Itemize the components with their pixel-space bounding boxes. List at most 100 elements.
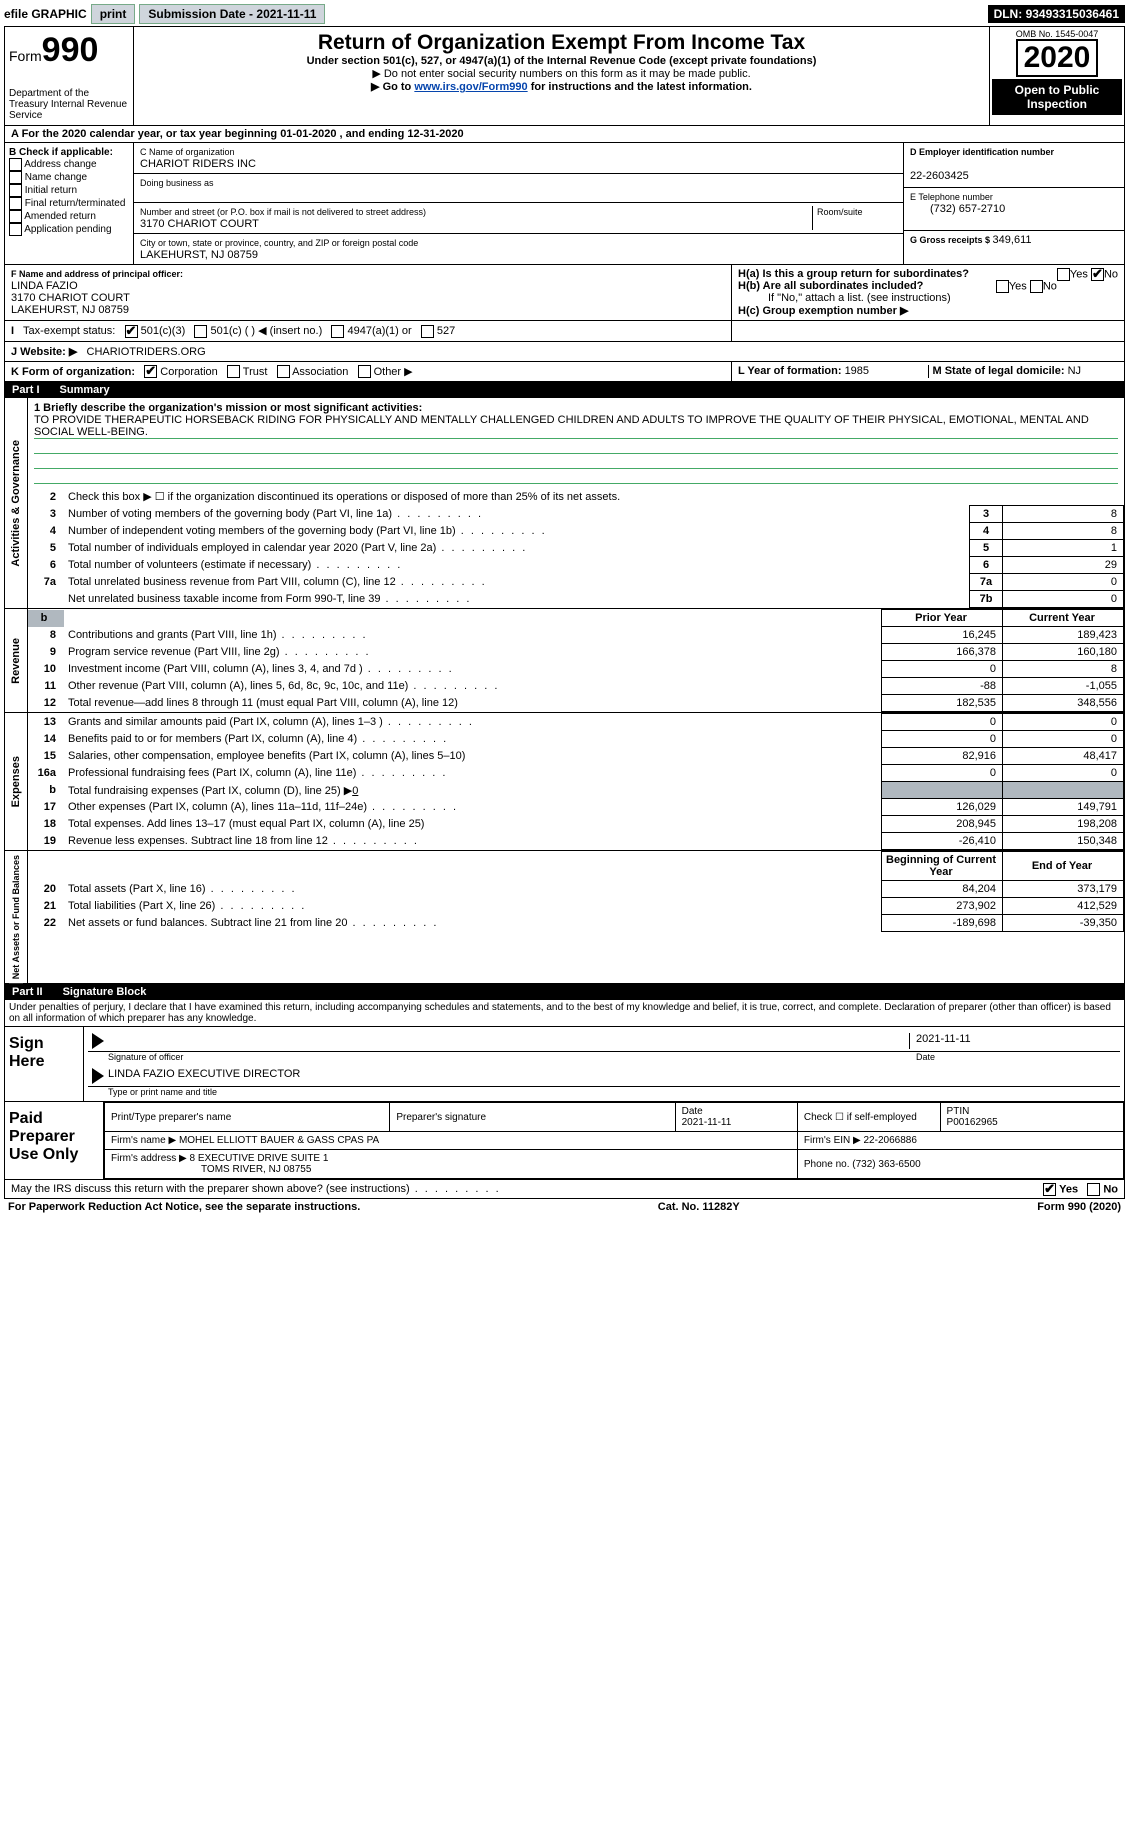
ha-label: H(a) Is this a group return for subordin…: [738, 268, 969, 280]
check-amended[interactable]: [9, 210, 22, 223]
c21: 412,529: [1003, 898, 1124, 915]
form-note2: ▶ Go to www.irs.gov/Form990 for instruct…: [138, 80, 985, 93]
footer-left: For Paperwork Reduction Act Notice, see …: [8, 1201, 360, 1213]
irs-link[interactable]: www.irs.gov/Form990: [414, 81, 527, 93]
ptin: P00162965: [947, 1117, 998, 1128]
p10: 0: [882, 661, 1003, 678]
check-4947[interactable]: [331, 325, 344, 338]
val-3: 8: [1003, 506, 1124, 523]
c16a: 0: [1003, 765, 1124, 782]
f-label: F Name and address of principal officer:: [11, 269, 183, 279]
check-assoc[interactable]: [277, 365, 290, 378]
check-501c[interactable]: [194, 325, 207, 338]
c14: 0: [1003, 731, 1124, 748]
expenses-section: Expenses 13Grants and similar amounts pa…: [4, 713, 1125, 851]
p16a: 0: [882, 765, 1003, 782]
check-other[interactable]: [358, 365, 371, 378]
form-note1: ▶ Do not enter social security numbers o…: [138, 67, 985, 80]
p21: 273,902: [882, 898, 1003, 915]
check-name[interactable]: [9, 171, 22, 184]
val-4: 8: [1003, 523, 1124, 540]
discuss-yes[interactable]: [1043, 1183, 1056, 1196]
check-501c3[interactable]: [125, 325, 138, 338]
arrow-icon: [92, 1068, 104, 1084]
check-trust[interactable]: [227, 365, 240, 378]
c19: 150,348: [1003, 833, 1124, 850]
check-527[interactable]: [421, 325, 434, 338]
p14: 0: [882, 731, 1003, 748]
ein: 22-2603425: [910, 170, 969, 182]
form-number: Form990: [9, 31, 129, 70]
c12: 348,556: [1003, 695, 1124, 712]
k-label: K Form of organization:: [11, 366, 135, 378]
val-5: 1: [1003, 540, 1124, 557]
check-pending[interactable]: [9, 223, 22, 236]
firm-addr1: 8 EXECUTIVE DRIVE SUITE 1: [190, 1153, 329, 1164]
revenue-label: Revenue: [8, 634, 24, 688]
form-header: Form990 Department of the Treasury Inter…: [4, 26, 1125, 126]
arrow-icon: [92, 1033, 104, 1049]
p20: 84,204: [882, 881, 1003, 898]
officer-addr1: 3170 CHARIOT COURT: [11, 292, 130, 304]
submission-date: Submission Date - 2021-11-11: [139, 4, 325, 24]
city-label: City or town, state or province, country…: [140, 238, 418, 248]
p15: 82,916: [882, 748, 1003, 765]
check-final[interactable]: [9, 197, 22, 210]
firm-addr2: TOMS RIVER, NJ 08755: [111, 1164, 311, 1175]
hc-label: H(c) Group exemption number ▶: [738, 305, 908, 317]
ha-yes[interactable]: [1057, 268, 1070, 281]
row-a: A For the 2020 calendar year, or tax yea…: [4, 126, 1125, 143]
check-corp[interactable]: [144, 365, 157, 378]
p8: 16,245: [882, 627, 1003, 644]
row-j: J Website: ▶ CHARIOTRIDERS.ORG: [4, 342, 1125, 362]
c13: 0: [1003, 714, 1124, 731]
p17: 126,029: [882, 799, 1003, 816]
p19: -26,410: [882, 833, 1003, 850]
dba-label: Doing business as: [140, 178, 214, 188]
section-b: B Check if applicable: Address change Na…: [4, 143, 1125, 265]
city: LAKEHURST, NJ 08759: [140, 249, 258, 261]
hb-yes[interactable]: [996, 280, 1009, 293]
c9: 160,180: [1003, 644, 1124, 661]
c11: -1,055: [1003, 678, 1124, 695]
print-button[interactable]: print: [91, 4, 136, 24]
street: 3170 CHARIOT COURT: [140, 218, 259, 230]
gross-receipts: 349,611: [993, 234, 1032, 246]
i-label: Tax-exempt status:: [23, 325, 115, 337]
gov-table: 2Check this box ▶ ☐ if the organization …: [28, 488, 1124, 608]
c18: 198,208: [1003, 816, 1124, 833]
officer-addr2: LAKEHURST, NJ 08759: [11, 304, 129, 316]
state-domicile: NJ: [1068, 365, 1081, 377]
netassets-label: Net Assets or Fund Balances: [9, 851, 23, 983]
gov-label: Activities & Governance: [8, 436, 24, 571]
page-footer: For Paperwork Reduction Act Notice, see …: [4, 1199, 1125, 1215]
form-title: Return of Organization Exempt From Incom…: [138, 31, 985, 55]
firm-phone: (732) 363-6500: [852, 1159, 920, 1170]
ha-no[interactable]: [1091, 268, 1104, 281]
c17: 149,791: [1003, 799, 1124, 816]
website: CHARIOTRIDERS.ORG: [87, 346, 206, 358]
hb-no[interactable]: [1030, 280, 1043, 293]
sign-here-section: Sign Here 2021-11-11 Signature of office…: [4, 1027, 1125, 1102]
firm-ein: 22-2066886: [864, 1135, 917, 1146]
c20: 373,179: [1003, 881, 1124, 898]
topbar: efile GRAPHIC print Submission Date - 20…: [4, 4, 1125, 24]
row-k: K Form of organization: Corporation Trus…: [4, 362, 1125, 383]
form-subtitle: Under section 501(c), 527, or 4947(a)(1)…: [138, 55, 985, 67]
sign-here-label: Sign Here: [5, 1027, 84, 1101]
year-formation: 1985: [845, 365, 869, 377]
preparer-section: Paid Preparer Use Only Print/Type prepar…: [4, 1102, 1125, 1180]
date-label: Date: [916, 1052, 1116, 1062]
efile-label: efile GRAPHIC: [4, 7, 87, 21]
check-initial[interactable]: [9, 184, 22, 197]
open-public: Open to Public Inspection: [992, 79, 1122, 115]
part1-header: Part I Summary: [4, 382, 1125, 398]
val-6: 29: [1003, 557, 1124, 574]
j-label: J Website: ▶: [11, 346, 77, 358]
check-address[interactable]: [9, 158, 22, 171]
footer-mid: Cat. No. 11282Y: [658, 1201, 740, 1213]
discuss-no[interactable]: [1087, 1183, 1100, 1196]
penalty-text: Under penalties of perjury, I declare th…: [4, 1000, 1125, 1027]
p11: -88: [882, 678, 1003, 695]
g-label: G Gross receipts $: [910, 235, 993, 245]
